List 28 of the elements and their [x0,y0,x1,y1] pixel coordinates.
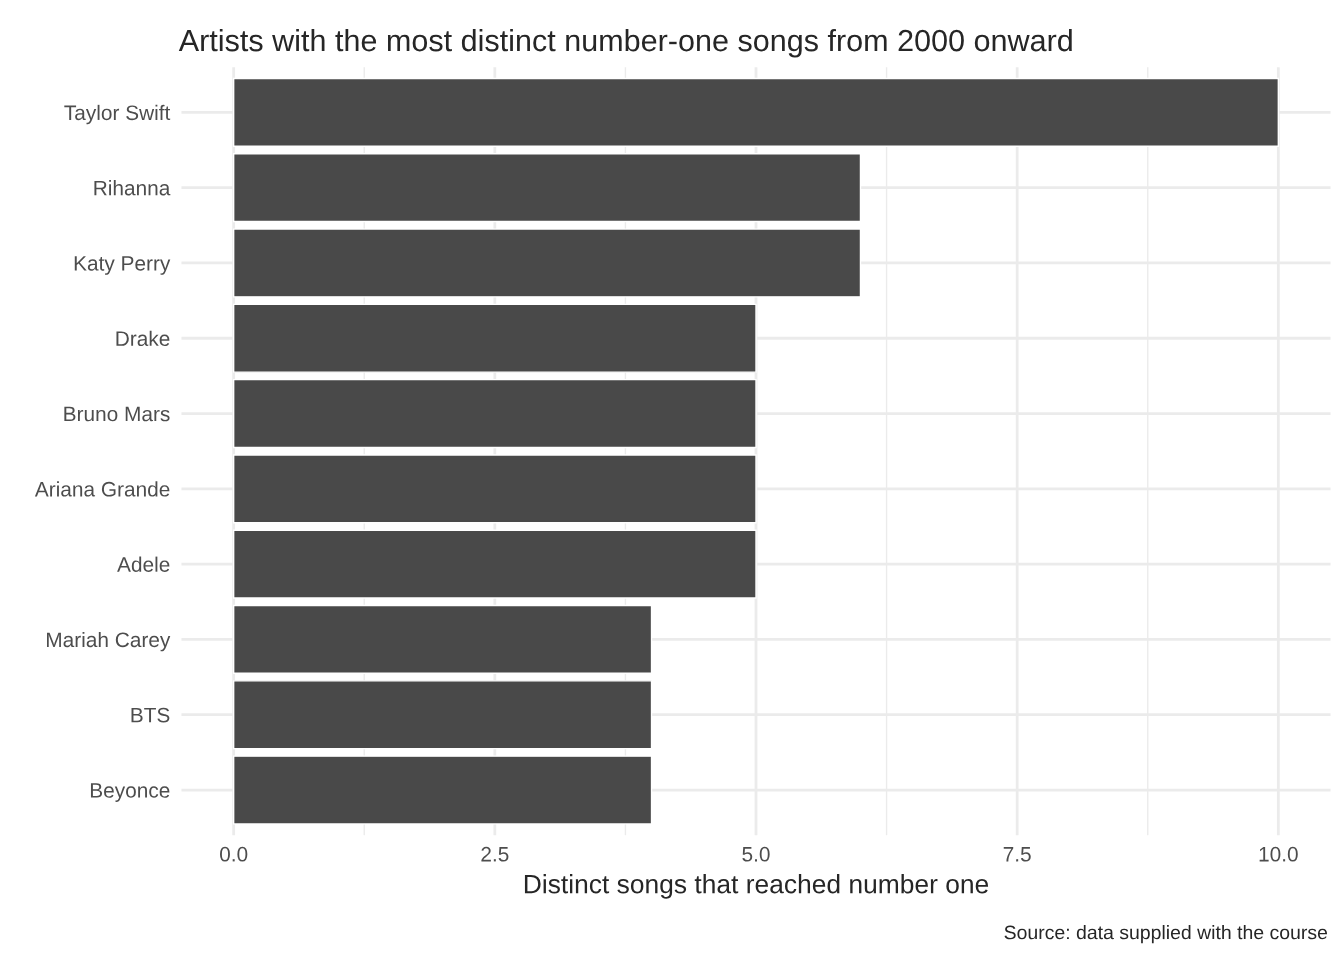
source-note: Source: data supplied with the course [1004,925,1328,944]
bar [232,153,862,223]
x-tick-label: 10.0 [1259,846,1298,862]
bar [232,755,653,825]
x-tick-label: 2.5 [481,846,509,862]
y-tick-label: Taylor Swift [64,104,171,125]
bar [232,77,1280,147]
y-tick-label: BTS [131,707,170,723]
bar [232,303,757,373]
x-tick-label: 5.0 [742,846,770,862]
y-tick-label: Bruno Mars [64,406,170,422]
x-tick-label: 0.0 [220,846,248,862]
bar [232,604,653,675]
y-tick-label: Beyonce [90,783,170,802]
bar [232,454,757,524]
bar [232,228,862,298]
chart-title: Artists with the most distinct number-one songs from 2000 onward [178,28,1072,58]
y-tick-label: Drake [116,330,170,347]
x-axis-title: Distinct songs that reached number one [524,874,989,899]
y-tick-label: Ariana Grande [34,481,170,497]
bar [232,529,757,599]
y-tick-label: Adele [117,556,170,572]
y-tick-label: Mariah Carey [47,631,171,652]
y-tick-label: Rihanna [94,180,171,196]
y-tick-label: Katy Perry [74,256,171,275]
bar [232,680,653,750]
x-tick-label: 7.5 [1003,847,1031,862]
bar [232,378,757,449]
